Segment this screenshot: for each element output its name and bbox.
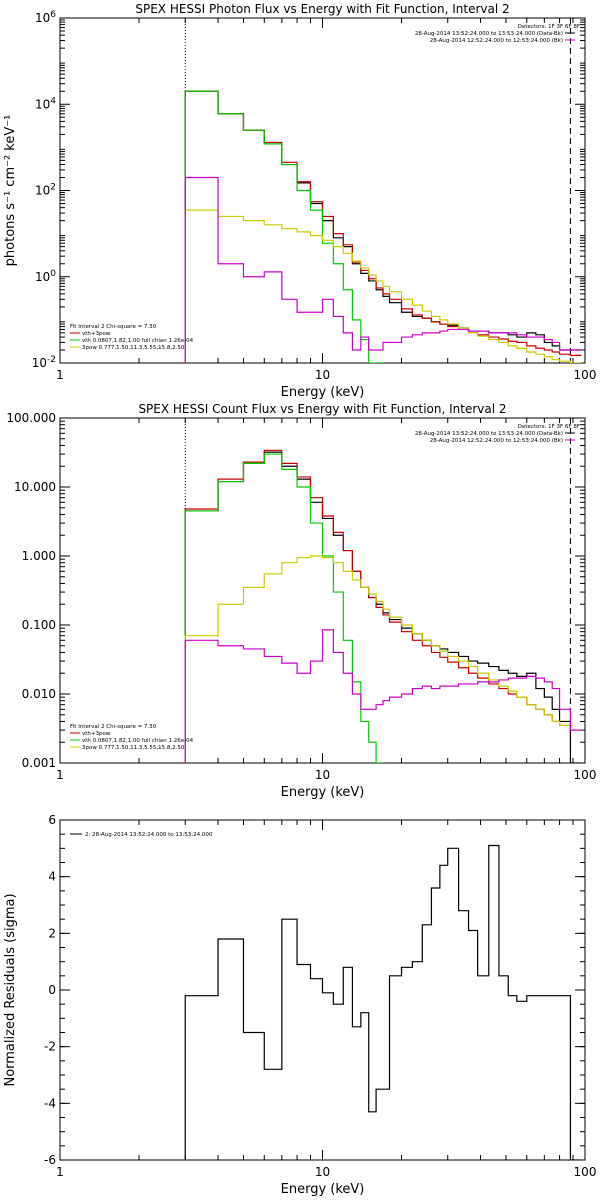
y-tick-label: 1.000: [22, 549, 56, 563]
y-tick-label: 100.000: [6, 411, 56, 425]
x-tick-label: 100: [574, 1165, 597, 1179]
series-group: [184, 90, 582, 363]
y-tick-label: 100: [35, 269, 56, 284]
y-tick-exponent: -2: [47, 355, 56, 365]
series-line-3: [184, 90, 384, 363]
y-tick-exponent: 4: [50, 96, 56, 106]
series-line-5: [184, 629, 582, 763]
y-tick-label: 0: [48, 983, 56, 997]
x-tick-label: 10: [315, 1165, 330, 1179]
legend-entry: 2: 28-Aug-2014 13:52:24.000 to 13:53:24.…: [85, 832, 213, 838]
fit-legend-entry: 3pow 0.777,1.50,11.3,5.55,15.8,2.50: [82, 745, 185, 751]
y-tick-label: 0.100: [22, 618, 56, 632]
legend-entry: 28-Aug-2014 12:52:24.000 to 12:53:24.000…: [430, 438, 563, 444]
y-tick-label: 2: [48, 926, 56, 940]
fit-legend-entry: vth+3pow: [82, 731, 111, 737]
series-line-3: [184, 453, 384, 763]
chart-title: SPEX HESSI Count Flux vs Energy with Fit…: [138, 402, 506, 416]
series-line-5: [184, 176, 582, 363]
y-tick-label: 4: [48, 870, 56, 884]
legend-entry: 28-Aug-2014 13:52:24.000 to 13:53:24.000…: [415, 431, 563, 437]
y-tick-label: 10.000: [14, 480, 56, 494]
series-line-2: [184, 90, 582, 363]
y-axis-label: photons s⁻¹ cm⁻² keV⁻¹: [3, 115, 18, 267]
series-line-1: [184, 844, 582, 1160]
x-tick-label: 100: [574, 768, 597, 782]
plot-frame: [59, 819, 586, 1161]
series-line-4: [184, 555, 582, 763]
x-axis-label: Energy (keV): [281, 1182, 365, 1197]
chart-panel-1: SPEX HESSI Photon Flux vs Energy with Fi…: [3, 2, 596, 400]
legend-entry: 28-Aug-2014 12:52:24.000 to 12:53:24.000…: [430, 38, 563, 44]
series-group: [184, 449, 582, 763]
fit-legend-header: Fit Interval 2 Chi-square = 7.30: [70, 324, 157, 330]
chart-title: SPEX HESSI Photon Flux vs Energy with Fi…: [135, 2, 509, 16]
y-tick-label: 6: [48, 813, 56, 827]
legend-header: Detectors: 1F 3F 6F 8F: [518, 24, 580, 30]
x-tick-label: 100: [574, 368, 597, 382]
legend-header: Detectors: 1F 3F 6F 8F: [518, 424, 580, 430]
series-group: [184, 844, 582, 1160]
x-tick-label: 1: [56, 1165, 64, 1179]
chart-panel-3: 1 10 100 -6 -4 -2 0 2 4 6 Energy (keV) Normalized R…: [3, 813, 596, 1197]
y-tick-label: -4: [44, 1096, 56, 1110]
fit-legend-entry: vth 0.0807,1.82,1.00 full chian 1.26e-04: [82, 738, 194, 744]
x-tick-label: 1: [56, 368, 64, 382]
y-tick-label: -2: [44, 1040, 56, 1054]
fit-legend-entry: 3pow 0.777,1.50,11.3,5.55,15.8,2.50: [82, 345, 185, 351]
x-tick-label: 1: [56, 768, 64, 782]
y-tick-label: 0.010: [22, 687, 56, 701]
x-tick-label: 10: [315, 768, 330, 782]
y-tick-label: 102: [35, 183, 56, 198]
x-axis-label: Energy (keV): [281, 785, 365, 800]
y-axis-label: Normalized Residuals (sigma): [3, 893, 18, 1086]
fit-legend-entry: vth 0.0807,1.82,1.00 full chian 1.26e-04: [82, 338, 194, 344]
legend-entry: 28-Aug-2014 13:52:24.000 to 13:53:24.000…: [415, 31, 563, 37]
y-tick-label: 10-2: [32, 355, 56, 370]
fit-legend-entry: vth+3pow: [82, 331, 111, 337]
y-tick-exponent: 2: [50, 183, 56, 193]
y-tick-label: 0.001: [22, 756, 56, 770]
y-tick-label: 104: [35, 96, 56, 111]
y-tick-exponent: 6: [50, 10, 56, 20]
y-tick-label: -6: [44, 1153, 56, 1167]
plot-frame: [59, 17, 586, 364]
chart-panel-2: SPEX HESSI Count Flux vs Energy with Fit…: [6, 402, 596, 800]
x-axis-label: Energy (keV): [281, 385, 365, 400]
series-line-1: [184, 90, 582, 363]
plot-frame: [59, 417, 586, 764]
fit-legend-header: Fit Interval 2 Chi-square = 7.30: [70, 724, 157, 730]
y-tick-label: 106: [35, 10, 56, 25]
x-tick-label: 10: [315, 368, 330, 382]
y-tick-exponent: 0: [50, 269, 56, 279]
series-line-4: [184, 209, 582, 363]
